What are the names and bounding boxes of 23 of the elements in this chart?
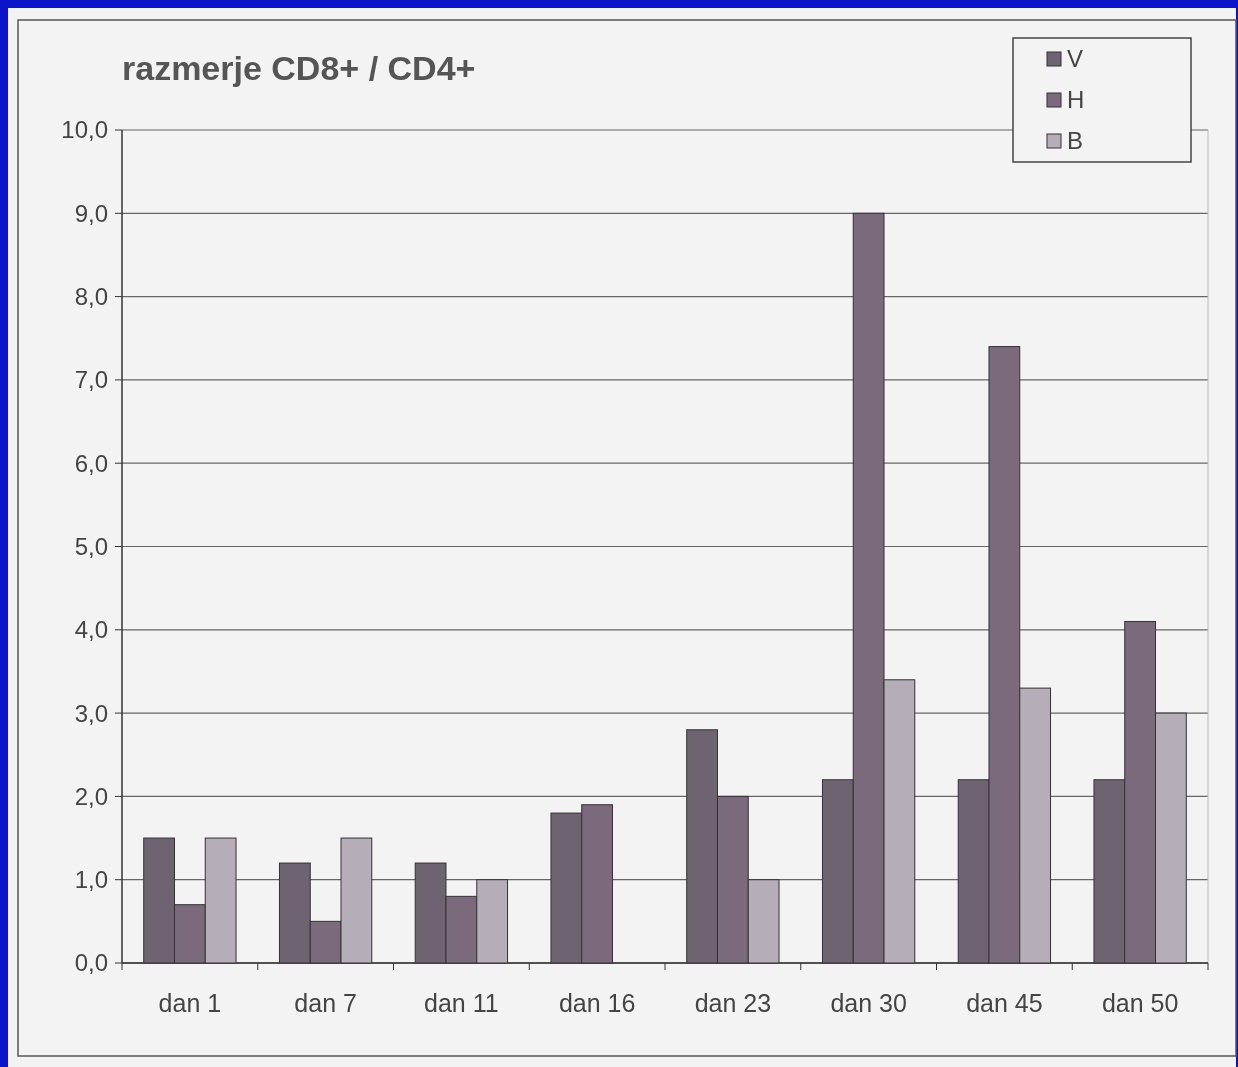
y-tick-label: 10,0: [61, 116, 108, 144]
x-tick-label: dan 50: [1101, 989, 1179, 1017]
y-tick-label: 2,0: [74, 782, 108, 810]
y-tick-label: 5,0: [74, 532, 108, 560]
y-tick-label: 3,0: [74, 699, 108, 727]
y-tick-label: 0,0: [74, 949, 108, 977]
legend-label: B: [1067, 127, 1084, 155]
x-tick-label: dan 7: [294, 989, 357, 1017]
y-tick-label: 1,0: [74, 866, 108, 894]
x-tick-label: dan 23: [694, 989, 772, 1017]
legend-label: H: [1067, 86, 1085, 114]
y-tick-label: 6,0: [74, 449, 108, 477]
x-tick-label: dan 30: [830, 989, 907, 1017]
legend-label: V: [1067, 45, 1084, 73]
chart-title: razmerje CD8+ / CD4+: [122, 49, 476, 87]
y-tick-label: 9,0: [74, 199, 108, 227]
x-tick-label: dan 16: [558, 989, 636, 1017]
x-tick-label: dan 11: [424, 989, 499, 1017]
x-tick-label: dan 1: [158, 989, 222, 1017]
x-tick-label: dan 45: [966, 989, 1043, 1017]
y-tick-label: 4,0: [74, 616, 108, 644]
y-tick-label: 8,0: [74, 283, 108, 310]
y-tick-label: 7,0: [74, 366, 108, 394]
